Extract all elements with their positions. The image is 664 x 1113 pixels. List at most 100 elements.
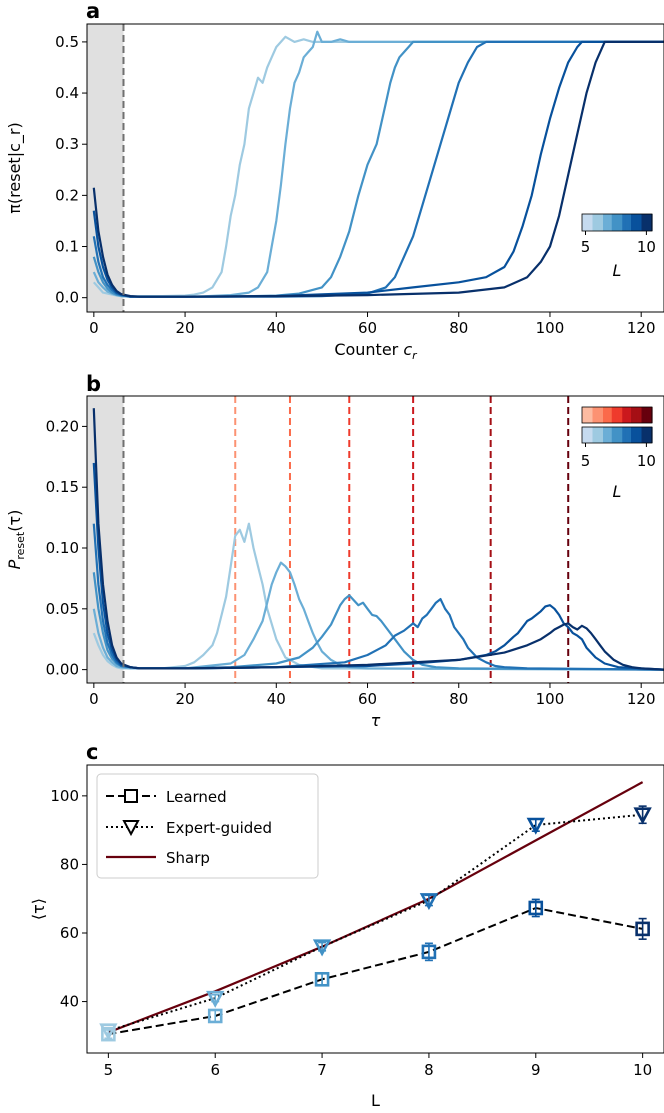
panel-b-colorbar-blues-segment — [583, 427, 587, 443]
panel-a-x-tick-label: 40 — [267, 319, 286, 337]
panel-a-series-line — [92, 40, 664, 298]
panel-b-colorbar-blues-segment — [643, 427, 646, 443]
panel-b-colorbar-blues-segment — [599, 427, 602, 443]
panel-b-colorbar-reds-segment — [631, 407, 634, 423]
panel-a-colorbar-segment — [650, 214, 653, 231]
panel-b-colorbar-reds-segment — [615, 407, 618, 423]
expert-guided-marker — [526, 817, 545, 835]
panel-b-colorbar-blues-segment — [590, 427, 594, 443]
panel-b-colorbar-reds-segment — [604, 407, 608, 423]
colorbar-label: L — [613, 482, 622, 501]
panel-a-y-tick-label: 0.5 — [55, 33, 79, 51]
panel-c-x-tick-label: 9 — [531, 1061, 541, 1079]
panel-b-colorbar-reds-segment — [618, 407, 622, 423]
panel-a-colorbar: 5 10 L — [581, 213, 656, 280]
panel-b-colorbar-reds-segment — [650, 407, 653, 423]
panel-b-colorbar-blues-segment — [646, 427, 650, 443]
panel-b-colorbar-reds-segment — [599, 407, 602, 423]
colorbar-tick-label: 10 — [637, 452, 656, 470]
colorbar-tick-label: 5 — [581, 238, 591, 256]
panel-b-colorbar-reds-segment — [601, 407, 604, 423]
panel-b-colorbar-blues-segment — [594, 427, 597, 443]
panel-a-x-tick-label: 120 — [627, 319, 656, 337]
panel-b-colorbar-reds-segment — [636, 407, 639, 423]
learned-marker — [421, 944, 437, 960]
panel-c-x-tick-label: 5 — [104, 1061, 114, 1079]
panel-a-colorbar-segment — [610, 214, 613, 231]
panel-b-colorbar-blues-segment — [589, 427, 592, 443]
panel-b-colorbar-blues-segment — [587, 427, 590, 443]
panel-b-colorbar-reds-segment — [611, 407, 615, 423]
panel-b-colorbar-blues-segment — [611, 427, 615, 443]
colorbar-tick-label: 5 — [581, 452, 591, 470]
panel-b-colorbar-blues-segment — [620, 427, 623, 443]
panel-a-colorbar-segment — [606, 214, 609, 231]
panel-b-colorbar-blues-segment — [650, 427, 653, 443]
panel-b-colorbar-blues-segment — [631, 427, 634, 443]
panel-a-colorbar-segment — [594, 214, 597, 231]
panel-c-y-tick-label: 40 — [60, 993, 79, 1011]
panel-b-colorbar-blues-segment — [601, 427, 604, 443]
panel-b-x-tick-label: 100 — [536, 690, 565, 708]
panel-a-colorbar-segment — [608, 214, 611, 231]
panel-a-colorbar-segment — [643, 214, 646, 231]
panel-a-colorbar-segment — [597, 214, 601, 231]
legend-box — [96, 773, 319, 879]
panel-b-colorbar-reds-segment — [634, 407, 637, 423]
expert-guided-marker — [312, 939, 332, 957]
learned-marker — [528, 900, 544, 916]
panel-b-colorbar-blues-border — [581, 426, 653, 444]
panel-c-y-tick-label: 100 — [50, 787, 79, 805]
panel-a-series-line — [92, 40, 664, 298]
panel-b-colorbar-reds-segment — [617, 407, 620, 423]
colorbar-tick-label: 10 — [637, 238, 656, 256]
panel-a-colorbar-segment — [599, 214, 602, 231]
panel-b-colorbar-blues-segment — [632, 427, 636, 443]
panel-b-colorbar-blues-segment — [585, 427, 588, 443]
panel-b-colorbars: 5 10 L — [581, 406, 656, 501]
panel-b-colorbar-reds-segment — [608, 407, 611, 423]
panel-letter-c: c — [86, 740, 98, 764]
panel-b-colorbar-blues-segment — [615, 427, 618, 443]
legend-learned-marker — [124, 789, 138, 803]
expert-guided-marker — [633, 807, 652, 825]
expert-guided-line — [108, 813, 643, 1032]
panel-b-colorbar-reds-segment — [613, 407, 616, 423]
panel-b-x-axis-label: τ — [371, 711, 381, 730]
panel-c-x-tick-label: 10 — [633, 1061, 652, 1079]
panel-a-colorbar-segment — [601, 214, 604, 231]
panel-a-series-line — [92, 30, 664, 298]
panel-b-x-tick-label: 20 — [176, 690, 195, 708]
panel-a-y-tick-label: 0.4 — [55, 84, 79, 102]
panel-c-y-tick-label: 80 — [60, 855, 79, 873]
y-label-var: P — [5, 559, 24, 569]
panel-b-colorbar-reds-segment — [587, 407, 590, 423]
expert-guided-marker — [419, 893, 439, 911]
panel-letter-a: a — [86, 0, 100, 23]
panel-b-colorbar-reds-segment — [648, 407, 651, 423]
panel-a-colorbar-segment — [634, 214, 637, 231]
panel-b-x-tick-label: 120 — [627, 690, 656, 708]
colorbar-label: L — [613, 261, 622, 280]
learned-marker — [207, 1008, 223, 1024]
panel-a-colorbar-segment — [613, 214, 616, 231]
panel-a-colorbar-segment — [646, 214, 650, 231]
panel-b-series-line — [92, 561, 664, 671]
y-label-sub: reset — [14, 531, 27, 560]
panel-b-y-tick-label: 0.00 — [46, 661, 79, 679]
panel-b-series-line — [92, 408, 664, 671]
panel-a-colorbar-segment — [589, 214, 592, 231]
panel-b-colorbar-blues-segment — [634, 427, 637, 443]
panel-b-colorbar-blues-segment — [636, 427, 639, 443]
panel-letter-b: b — [86, 372, 101, 396]
panel-b-colorbar-blues-segment — [648, 427, 651, 443]
panel-a-series-line — [92, 40, 664, 298]
panel-b-colorbar-reds-segment — [639, 407, 643, 423]
panel-a-colorbar-segment — [627, 214, 630, 231]
panel-a-colorbar-segment — [582, 214, 585, 231]
panel-a-colorbar-segment — [583, 214, 587, 231]
panel-b-colorbar-blues-segment — [608, 427, 611, 443]
panel-b-y-tick-label: 0.20 — [46, 417, 79, 435]
panel-a-colorbar-segment — [617, 214, 620, 231]
panel-c-legend: Learned Expert-guided Sharp — [96, 773, 319, 879]
